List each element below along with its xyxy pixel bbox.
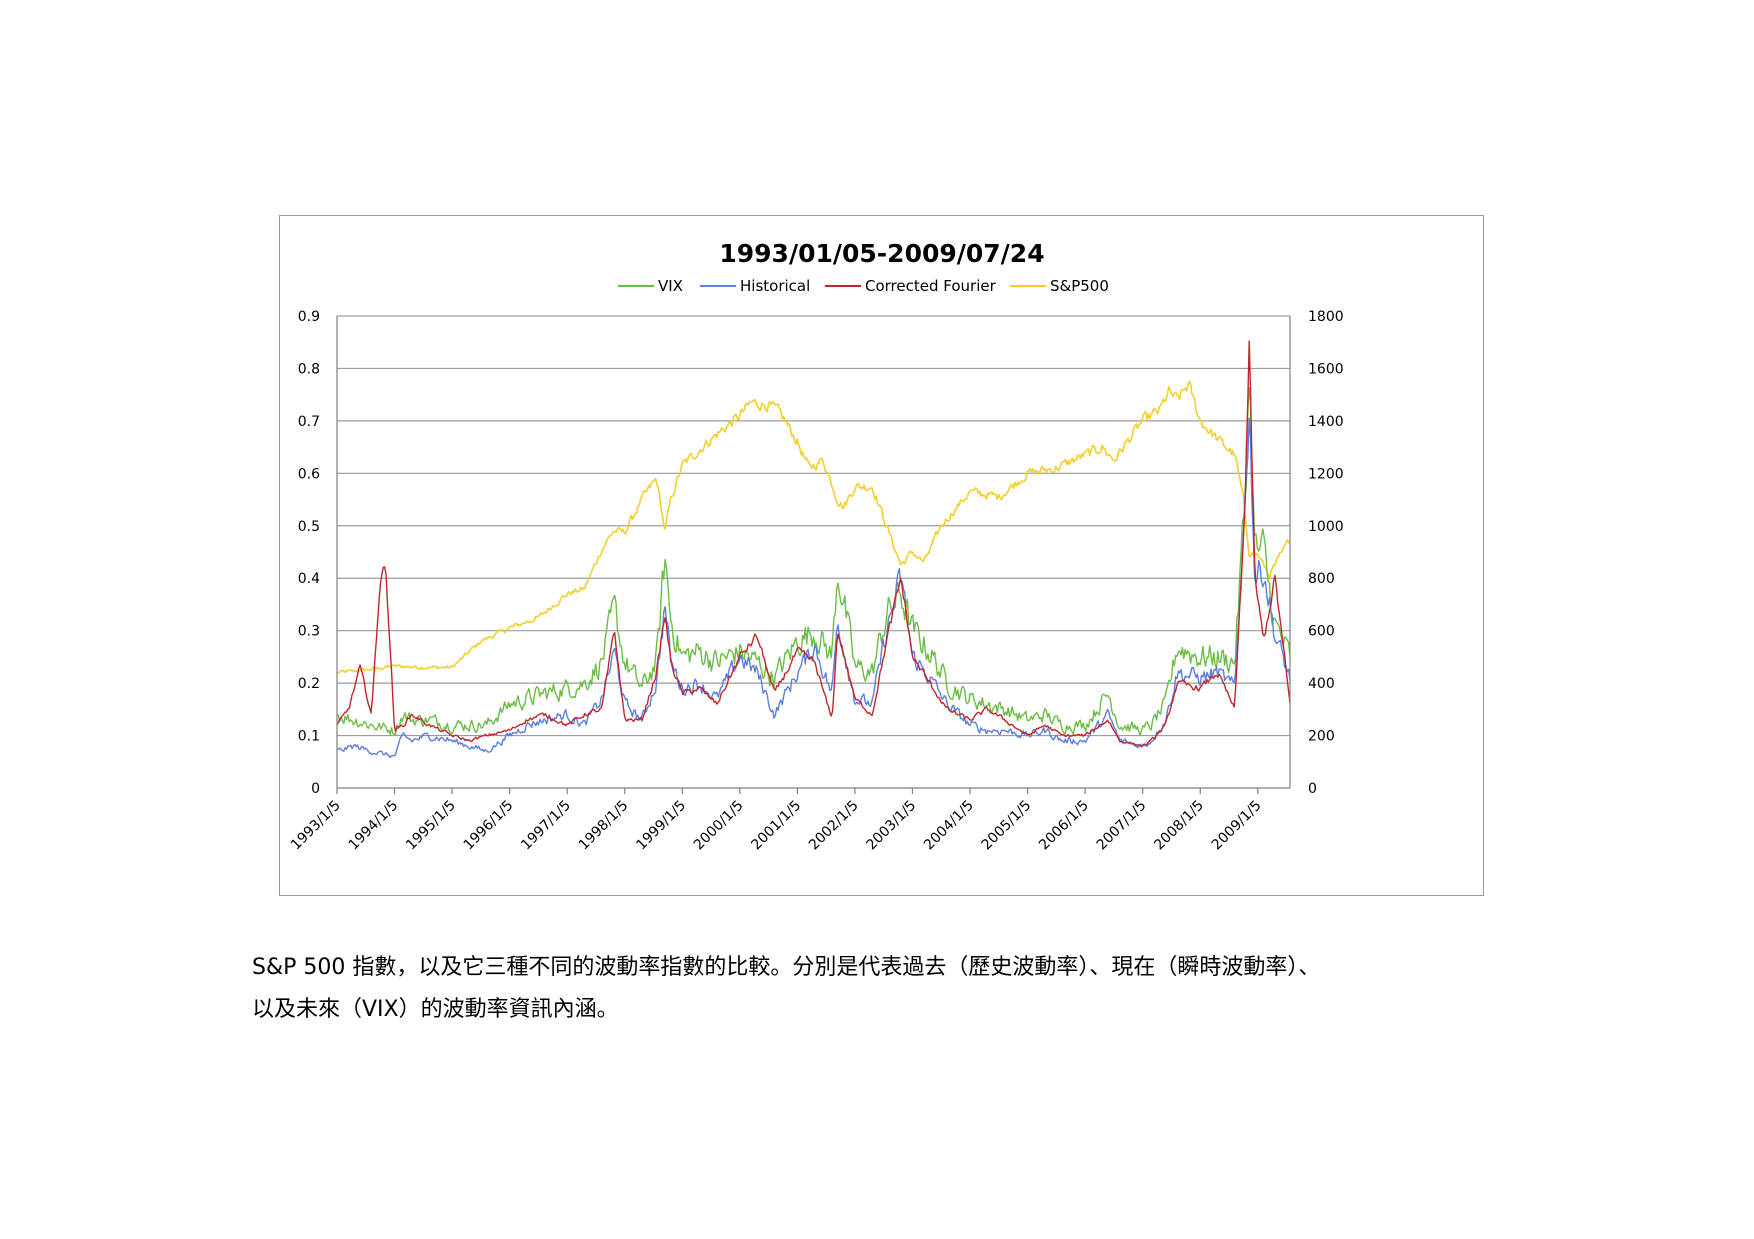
- x-tick-label: 1996/1/5: [461, 798, 517, 854]
- chart-legend: VIX Historical Corrected Fourier S&P500: [618, 277, 1109, 295]
- x-tick-label: 1998/1/5: [576, 798, 632, 854]
- caption-line-2: 以及未來（VIX）的波動率資訊內涵。: [252, 997, 619, 1022]
- x-tick-label: 1993/1/5: [288, 798, 344, 854]
- y-left-tick-label: 0.2: [298, 676, 320, 692]
- y-left-tick-label: 0.5: [298, 519, 320, 535]
- x-tick-label: 2000/1/5: [691, 798, 747, 854]
- y-right-tick-label: 1800: [1308, 309, 1344, 325]
- x-tick-label: 2005/1/5: [979, 798, 1035, 854]
- y-left-tick-label: 0.1: [298, 729, 320, 745]
- x-tick-label: 2001/1/5: [748, 798, 804, 854]
- axes: 0 0 0.1 200 0.2 400 0.3 600 0.4 800 0.5 1000 0.6 1200…: [288, 309, 1344, 853]
- x-tick-label: 2004/1/5: [921, 798, 977, 854]
- x-tick-label: 1994/1/5: [346, 798, 402, 854]
- y-left-tick-label: 0.4: [298, 571, 320, 587]
- x-tick-label: 2002/1/5: [806, 798, 862, 854]
- series-line-s-p500: [336, 380, 1291, 674]
- x-tick-label: 2006/1/5: [1036, 798, 1092, 854]
- y-right-tick-label: 200: [1308, 729, 1335, 745]
- y-left-tick-label: 0.3: [298, 624, 320, 640]
- y-right-tick-label: 0: [1308, 781, 1317, 797]
- y-left-tick-label: 0.7: [298, 414, 320, 430]
- x-tick-label: 2003/1/5: [864, 798, 920, 854]
- legend-label: Corrected Fourier: [865, 277, 997, 295]
- x-tick-label: 2009/1/5: [1209, 798, 1265, 854]
- y-right-tick-label: 1200: [1308, 466, 1344, 482]
- chart-title: 1993/01/05-2009/07/24: [719, 239, 1044, 268]
- caption-line-1: S&P 500 指數，以及它三種不同的波動率指數的比較。分別是代表過去（歷史波動…: [252, 955, 1321, 980]
- x-tick-label: 1997/1/5: [518, 798, 574, 854]
- y-left-tick-label: 0.9: [298, 309, 320, 325]
- y-right-tick-label: 1600: [1308, 361, 1344, 377]
- y-right-tick-label: 1400: [1308, 414, 1344, 430]
- chart-frame: 1993/01/05-2009/07/24 VIX Historical Corre…: [279, 215, 1484, 896]
- series-line-historical: [336, 417, 1291, 759]
- x-tick-label: 2008/1/5: [1151, 798, 1207, 854]
- x-tick-label: 2007/1/5: [1094, 798, 1150, 854]
- series-line-corrected-fourier: [336, 340, 1291, 748]
- legend-label: VIX: [658, 277, 683, 295]
- series-line-vix: [336, 387, 1291, 737]
- y-left-tick-label: 0.6: [298, 466, 320, 482]
- y-right-tick-label: 800: [1308, 571, 1335, 587]
- y-right-tick-label: 600: [1308, 624, 1335, 640]
- gridlines: [337, 315, 1290, 789]
- legend-label: Historical: [740, 277, 810, 295]
- x-tick-label: 1995/1/5: [403, 798, 459, 854]
- chart-svg: 1993/01/05-2009/07/24 VIX Historical Corre…: [288, 239, 1344, 853]
- y-right-tick-label: 400: [1308, 676, 1335, 692]
- caption: S&P 500 指數，以及它三種不同的波動率指數的比較。分別是代表過去（歷史波動…: [252, 947, 1512, 1031]
- plot-lines: [336, 340, 1291, 759]
- y-left-tick-label: 0: [311, 781, 320, 797]
- legend-label: S&P500: [1050, 277, 1109, 295]
- x-tick-label: 1999/1/5: [633, 798, 689, 854]
- y-left-tick-label: 0.8: [298, 361, 320, 377]
- y-right-tick-label: 1000: [1308, 519, 1344, 535]
